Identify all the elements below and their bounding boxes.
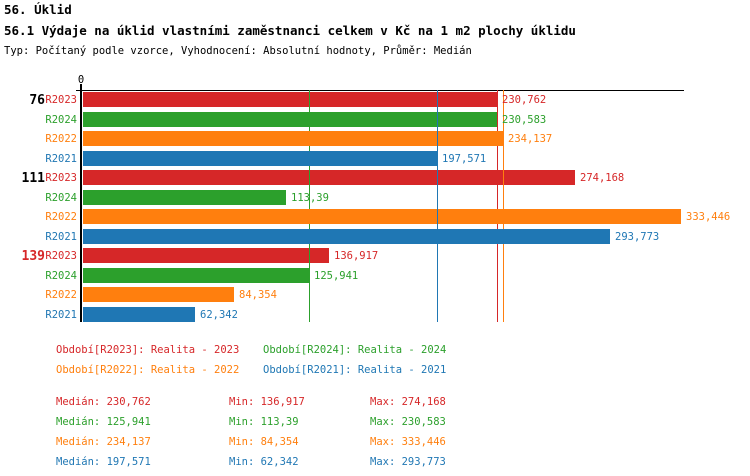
legend-item-2: Období[R2022]: Realita - 2022 (56, 364, 240, 376)
series-row-label: R2022 (45, 289, 77, 301)
bar-value-label: 274,168 (580, 172, 625, 184)
bar-value-label: 84,354 (239, 289, 277, 301)
bar-R2023-group-111 (83, 170, 575, 185)
series-row-label: R2023 (45, 250, 77, 262)
bar-R2022-group-111 (83, 209, 681, 224)
bar-R2024-group-76 (83, 111, 497, 127)
bar-value-label: 230,762 (502, 94, 547, 106)
series-row-label: R2022 (45, 133, 77, 145)
bar-R2021-group-139 (83, 306, 195, 322)
group-label: 76 (29, 93, 45, 108)
bar-R2023-group-76 (83, 92, 497, 107)
series-row-label: R2023 (45, 94, 77, 106)
median-line-R2021 (437, 90, 438, 322)
bar-R2024-group-111 (83, 189, 286, 205)
bar-R2022-group-76 (83, 131, 503, 146)
stat-max: Max: 333,446 (370, 436, 446, 448)
bar-R2021-group-111 (83, 228, 610, 244)
stat-max: Max: 230,583 (370, 416, 446, 428)
bar-R2021-group-76 (83, 150, 437, 166)
x-axis-origin-label: 0 (77, 74, 85, 86)
bar-value-label: 62,342 (200, 308, 238, 321)
x-axis-origin-tick (80, 84, 82, 90)
bar-R2023-group-139 (83, 248, 329, 263)
bar-value-label: 125,941 (314, 269, 359, 282)
bar-R2022-group-139 (83, 287, 234, 302)
series-row-label: R2024 (45, 113, 77, 126)
indicator-title: 56.1 Výdaje na úklid vlastními zaměstnan… (4, 23, 576, 38)
bar-R2024-group-139 (83, 267, 309, 283)
bar-value-label: 197,571 (442, 152, 487, 165)
series-row-label: R2021 (45, 152, 77, 165)
group-label: 139 (21, 249, 45, 264)
stat-min: Min: 136,917 (229, 396, 305, 408)
bar-value-label: 113,39 (291, 191, 329, 204)
series-row-label: R2021 (45, 308, 77, 321)
series-row-label: R2024 (45, 191, 77, 204)
stat-median: Medián: 230,762 (56, 396, 151, 408)
stat-max: Max: 274,168 (370, 396, 446, 408)
x-axis-line (76, 90, 684, 91)
page-title: 56. Úklid (4, 2, 72, 17)
median-line-R2023 (497, 90, 498, 322)
legend-item-1: Období[R2024]: Realita - 2024 (263, 344, 447, 356)
bar-value-label: 136,917 (334, 250, 379, 262)
stat-max: Max: 293,773 (370, 456, 446, 468)
series-row-label: R2021 (45, 230, 77, 243)
stat-min: Min: 84,354 (229, 436, 299, 448)
median-line-R2022 (503, 90, 504, 322)
series-row-label: R2022 (45, 211, 77, 223)
stat-median: Medián: 234,137 (56, 436, 151, 448)
stat-min: Min: 62,342 (229, 456, 299, 468)
stat-median: Medián: 125,941 (56, 416, 151, 428)
legend-item-0: Období[R2023]: Realita - 2023 (56, 344, 240, 356)
legend-item-3: Období[R2021]: Realita - 2021 (263, 364, 447, 376)
bar-value-label: 230,583 (502, 113, 547, 126)
series-row-label: R2023 (45, 172, 77, 184)
bar-value-label: 333,446 (686, 211, 731, 223)
median-line-R2024 (309, 90, 310, 322)
indicator-meta: Typ: Počítaný podle vzorce, Vyhodnocení:… (4, 45, 472, 57)
group-label: 111 (21, 171, 45, 186)
bar-value-label: 234,137 (508, 133, 553, 145)
series-row-label: R2024 (45, 269, 77, 282)
y-axis-line (80, 90, 82, 322)
stat-min: Min: 113,39 (229, 416, 299, 428)
stat-median: Medián: 197,571 (56, 456, 151, 468)
bar-value-label: 293,773 (615, 230, 660, 243)
